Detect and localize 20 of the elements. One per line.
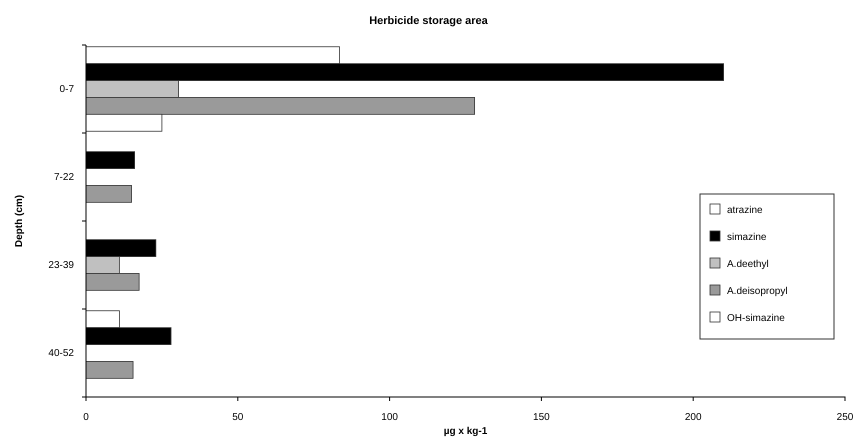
bar [86, 185, 132, 203]
legend-label: A.deisopropyl [727, 286, 788, 297]
y-tick-label: 0-7 [60, 84, 74, 96]
x-tick-label: 50 [232, 412, 244, 423]
chart-title: Herbicide storage area [369, 15, 489, 27]
x-tick-label: 200 [684, 412, 702, 423]
y-axis-title: Depth (cm) [14, 194, 25, 248]
x-tick-label: 150 [533, 412, 550, 423]
x-axis-title: µg x kg-1 [444, 426, 488, 437]
legend-label: A.deethyl [727, 259, 769, 270]
y-tick-label: 23-39 [48, 260, 74, 272]
x-tick-label: 0 [83, 412, 90, 423]
y-tick-label: 40-52 [48, 348, 74, 360]
legend-label: OH-simazine [727, 313, 786, 324]
x-tick-label: 100 [381, 412, 398, 423]
x-tick-label: 250 [836, 412, 854, 423]
y-tick-label: 7-22 [54, 172, 74, 184]
legend-label: atrazine [727, 205, 764, 216]
bar [86, 361, 134, 379]
legend-label: simazine [727, 232, 767, 243]
